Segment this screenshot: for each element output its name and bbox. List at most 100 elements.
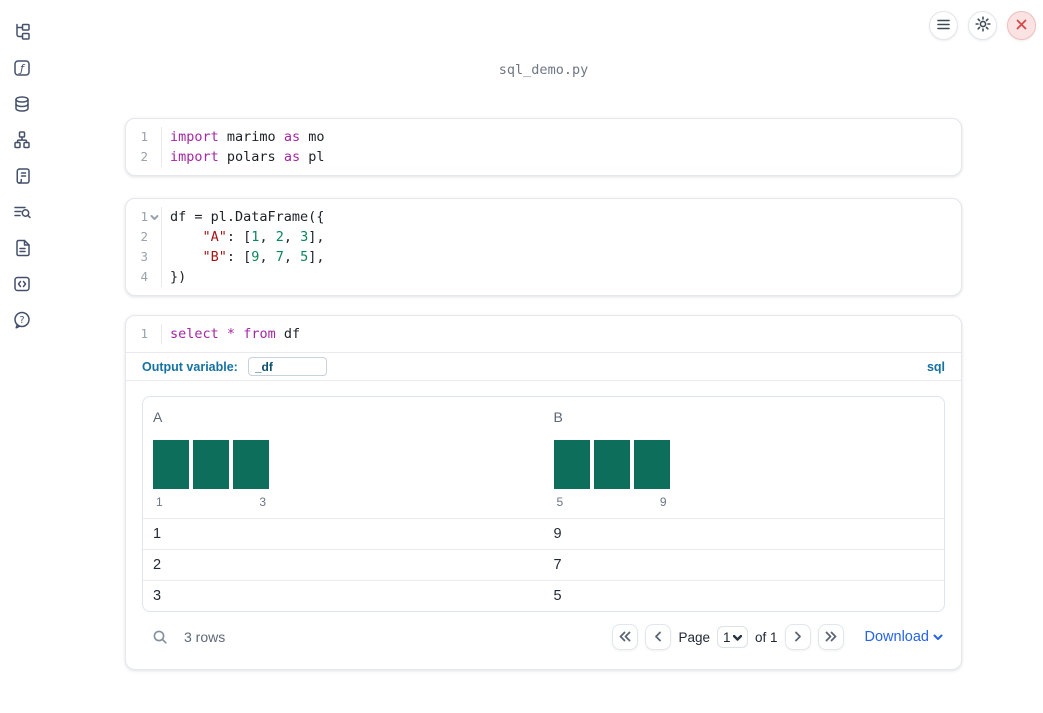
list-search-icon: [12, 202, 32, 225]
search-icon[interactable]: [152, 629, 168, 645]
code-line[interactable]: 2 "A": [1, 2, 3],: [126, 227, 961, 247]
output-variable-row: Output variable: sql: [126, 352, 961, 381]
table-cell: 1: [153, 526, 162, 542]
histogram-max-label: 3: [259, 495, 266, 509]
histogram-bar: [153, 440, 189, 489]
language-badge: sql: [926, 359, 945, 374]
chevron-right-icon: [794, 630, 802, 645]
histogram-max-label: 9: [659, 495, 667, 509]
column-name: A: [153, 409, 163, 425]
page-select-box: 1: [716, 626, 748, 648]
next-page-button[interactable]: [784, 624, 811, 650]
histogram-min-label: 1: [156, 495, 163, 509]
last-page-button[interactable]: [817, 624, 844, 650]
sidebar-item-variables[interactable]: ƒ: [12, 59, 32, 79]
code-text: df = pl.DataFrame({: [161, 207, 961, 227]
fold-spacer: [148, 247, 161, 267]
table-cell: 7: [553, 557, 562, 573]
code-line[interactable]: 3 "B": [9, 7, 5],: [126, 247, 961, 267]
chevrons-left-icon: [619, 630, 631, 645]
table-cell: 3: [153, 588, 162, 604]
code-line[interactable]: 2 import polars as pl: [126, 147, 961, 167]
code-cell-dataframe: 1 df = pl.DataFrame({2 "A": [1, 2, 3], 3 "…: [125, 198, 962, 296]
chevron-down-icon: [933, 629, 943, 645]
histogram-min-label: 5: [556, 495, 564, 509]
download-button[interactable]: Download: [865, 629, 944, 645]
download-label: Download: [864, 629, 930, 645]
code-text: "B": [9, 7, 5],: [161, 247, 961, 267]
previous-page-button[interactable]: [645, 624, 672, 650]
code-square-icon: [12, 274, 32, 297]
page-label: Page: [678, 629, 710, 645]
histogram-bar: [233, 440, 269, 489]
first-page-button[interactable]: [612, 624, 639, 650]
column-histogram: [153, 440, 269, 489]
fold-spacer: [148, 147, 161, 167]
chevrons-right-icon: [825, 630, 837, 645]
histogram-bar: [633, 440, 670, 489]
column-name: B: [553, 409, 563, 425]
histogram-bar: [593, 440, 630, 489]
sidebar-item-scratchpad[interactable]: [12, 167, 32, 187]
code-editor[interactable]: 1 df = pl.DataFrame({2 "A": [1, 2, 3], 3 "…: [126, 199, 961, 295]
document-icon: [12, 238, 32, 261]
code-text: import polars as pl: [161, 147, 961, 167]
sidebar: ƒ ?: [0, 0, 44, 713]
sidebar-item-snippets[interactable]: [12, 275, 32, 295]
fold-spacer: [148, 267, 161, 287]
line-number: 4: [140, 269, 148, 284]
sidebar-item-file-explorer[interactable]: [12, 23, 32, 43]
fold-spacer: [148, 227, 161, 247]
sidebar-item-dependency-graph[interactable]: [12, 130, 32, 153]
topbar-actions: [929, 11, 1036, 40]
sidebar-item-documentation[interactable]: [12, 239, 32, 259]
line-number: 1: [140, 129, 148, 144]
code-line[interactable]: 1 select * from df: [126, 324, 961, 344]
code-text: }): [161, 267, 961, 287]
notebook: sql_demo.py 1 import marimo as mo 2 import …: [125, 0, 962, 670]
shutdown-button[interactable]: [1007, 11, 1036, 40]
table-footer: 3 rows Page 1 of 1 Download: [142, 617, 945, 657]
sql-cell: 1 select * from df Output variable: sql A…: [125, 315, 962, 670]
database-icon: [12, 94, 32, 117]
close-icon: [1016, 18, 1027, 33]
column-histogram: [553, 440, 670, 489]
code-text: select * from df: [161, 324, 961, 344]
code-line[interactable]: 4}): [126, 267, 961, 287]
sql-editor[interactable]: 1 select * from df: [126, 316, 961, 352]
code-line[interactable]: 1 df = pl.DataFrame({: [126, 207, 961, 227]
fold-spacer: [148, 324, 161, 344]
network-graph-icon: [12, 130, 32, 153]
table-cell: 2: [153, 557, 162, 573]
code-editor[interactable]: 1 import marimo as mo 2 import polars as pl: [126, 119, 961, 175]
settings-button[interactable]: [968, 11, 997, 40]
sidebar-item-data-sources[interactable]: [12, 95, 32, 115]
code-line[interactable]: 1 import marimo as mo: [126, 127, 961, 147]
line-number: 3: [140, 249, 148, 264]
table-cell: 9: [553, 526, 562, 542]
fold-chevron-icon[interactable]: [148, 207, 161, 227]
page-select[interactable]: 1: [722, 629, 731, 645]
svg-text:?: ?: [19, 315, 24, 326]
line-number: 2: [140, 229, 148, 244]
sidebar-item-logs[interactable]: [12, 203, 32, 223]
fold-spacer: [148, 127, 161, 147]
code-text: "A": [1, 2, 3],: [161, 227, 961, 247]
code-cell-imports: 1 import marimo as mo 2 import polars as pl: [125, 118, 962, 176]
chevron-down-icon: [732, 628, 743, 646]
output-variable-input[interactable]: [247, 357, 327, 376]
line-number: 1: [140, 326, 148, 341]
menu-button[interactable]: [929, 11, 958, 40]
line-number: 2: [140, 149, 148, 164]
help-bubble-icon: ?: [12, 310, 32, 333]
sidebar-item-help[interactable]: ?: [12, 311, 32, 331]
